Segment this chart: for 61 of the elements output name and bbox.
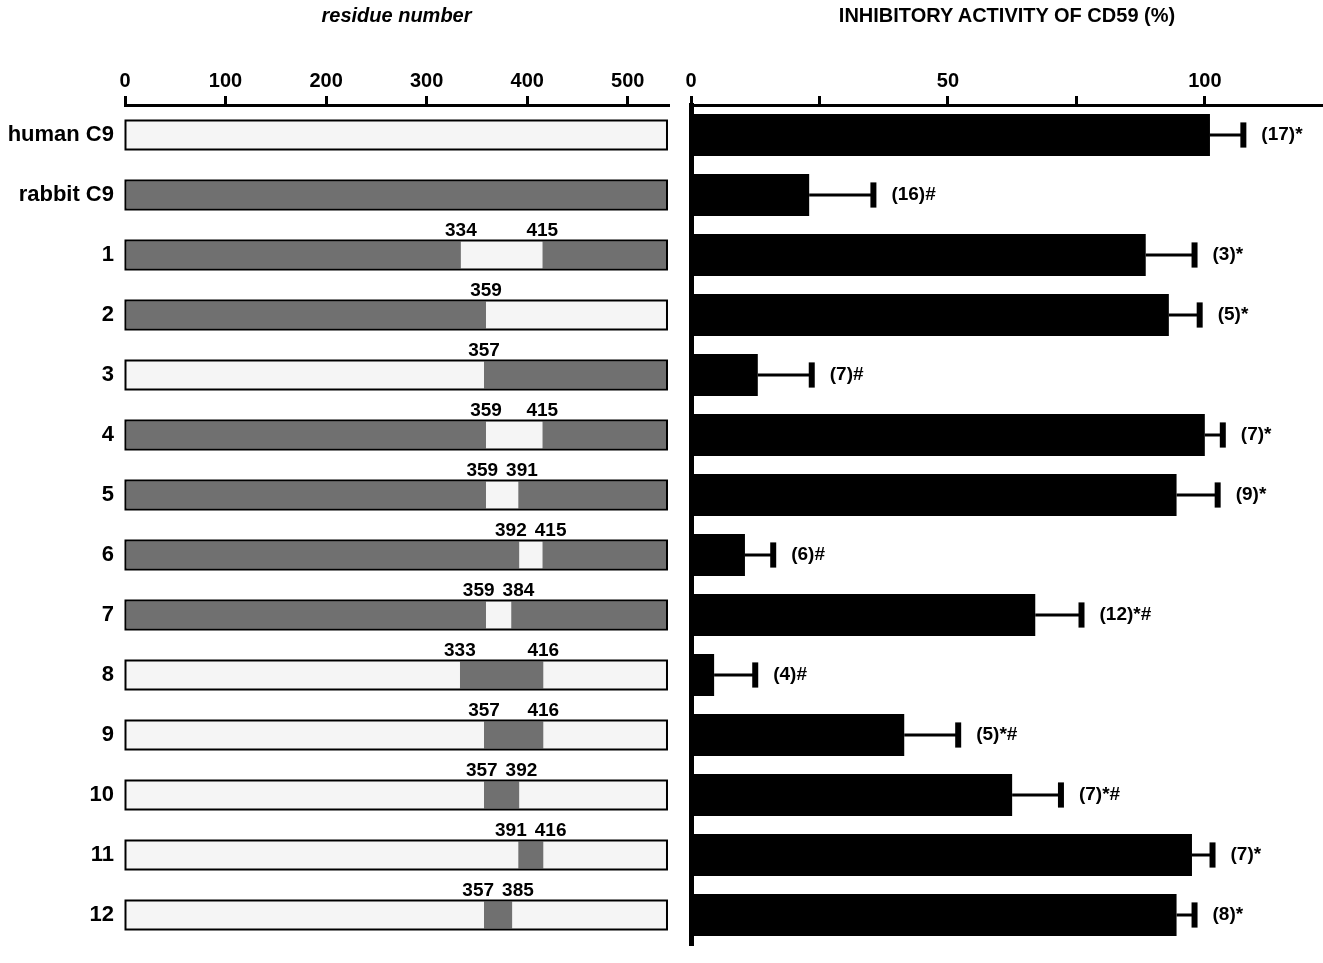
y-tick-label: 9 — [101, 721, 114, 747]
annotation: 391 — [506, 458, 539, 480]
annotation: 334 — [445, 218, 478, 240]
x-axis-title: INHIBITORY ACTIVITY OF CD59 (%) — [838, 3, 1176, 26]
x-tick-label: 200 — [309, 68, 343, 91]
x-tick-label: 100 — [1188, 68, 1222, 91]
annotation: 333 — [444, 638, 476, 660]
annotation: 385 — [502, 878, 535, 900]
x-axis-title: residue number — [321, 3, 473, 26]
annotation: 391 — [495, 818, 528, 840]
annotation: (9)* — [1235, 483, 1267, 505]
annotation: (5)* — [1217, 303, 1249, 325]
annotation: 357 — [465, 758, 498, 780]
y-tick-label: 3 — [101, 361, 114, 387]
x-tick-label: 50 — [936, 68, 960, 91]
x-tick-label: 300 — [409, 68, 444, 91]
annotation: 384 — [502, 578, 535, 600]
annotation: (17)* — [1261, 123, 1304, 145]
x-tick-label: 100 — [208, 68, 243, 91]
annotation: (7)*# — [1078, 783, 1121, 805]
x-tick-label: 500 — [611, 68, 645, 91]
annotation: (6)# — [791, 543, 826, 565]
annotation: (7)* — [1240, 423, 1273, 445]
annotation: 359 — [466, 458, 499, 480]
annotation: (4)# — [773, 663, 808, 685]
annotation: 359 — [470, 278, 502, 300]
annotation: 357 — [468, 338, 500, 360]
annotation: 392 — [495, 518, 527, 540]
annotation: 359 — [462, 578, 495, 600]
annotation: 357 — [462, 878, 495, 900]
annotation: (7)# — [829, 363, 864, 385]
x-tick-label: 0 — [119, 68, 131, 91]
annotation: 416 — [534, 818, 567, 840]
x-tick-label: 400 — [510, 68, 544, 91]
y-tick-label: 5 — [101, 481, 114, 507]
annotation: 416 — [527, 638, 560, 660]
y-tick-label: 8 — [101, 661, 114, 687]
annotation: 415 — [526, 218, 559, 240]
annotation: 415 — [526, 398, 559, 420]
y-tick-label: 6 — [101, 541, 114, 567]
annotation: 392 — [505, 758, 538, 780]
annotation: 357 — [468, 698, 500, 720]
annotation: 415 — [534, 518, 567, 540]
y-tick-label: 7 — [101, 601, 114, 627]
annotation: (5)*# — [976, 723, 1018, 745]
y-tick-label: 11 — [90, 841, 114, 867]
annotation: (3)* — [1212, 243, 1244, 265]
annotation: 416 — [527, 698, 560, 720]
y-tick-label: human C9 — [7, 121, 114, 147]
annotation: (8)* — [1212, 903, 1244, 925]
y-tick-label: 2 — [101, 301, 114, 327]
y-tick-label: 12 — [89, 901, 114, 927]
y-tick-label: rabbit C9 — [18, 181, 114, 207]
annotation: (7)* — [1230, 843, 1262, 865]
y-tick-label: 10 — [89, 781, 114, 807]
y-tick-label: 4 — [101, 421, 115, 447]
annotation: (12)*# — [1099, 603, 1152, 625]
x-tick-label: 0 — [685, 68, 697, 91]
y-tick-label: 1 — [101, 241, 114, 267]
annotation: 359 — [470, 398, 502, 420]
annotation: (16)# — [891, 183, 937, 205]
